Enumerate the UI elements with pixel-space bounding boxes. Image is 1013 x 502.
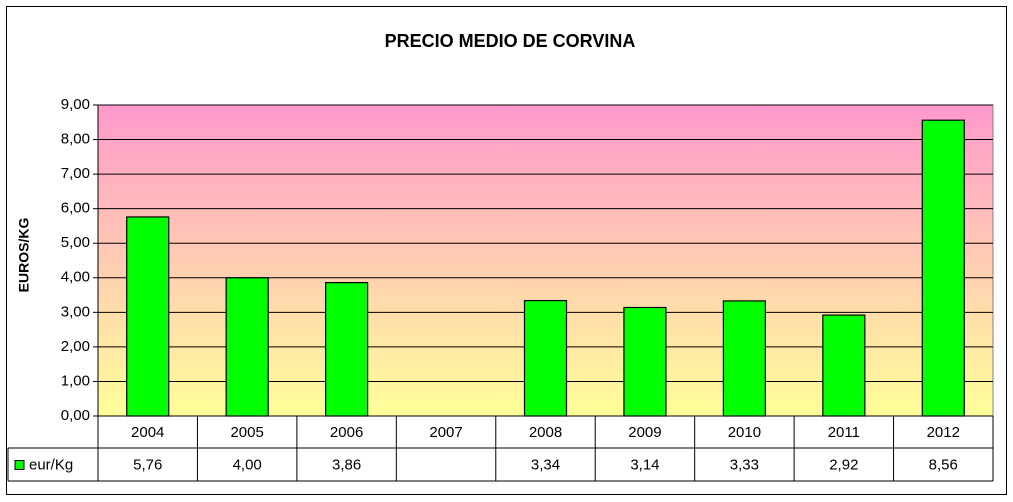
- x-tick-label: 2005: [230, 424, 263, 441]
- y-tick-label: 8,00: [61, 131, 90, 148]
- legend-swatch: [14, 460, 25, 470]
- bar: [623, 306, 667, 417]
- bar: [722, 300, 766, 417]
- y-tick-label: 9,00: [61, 96, 90, 113]
- y-tick-label: 0,00: [61, 407, 90, 424]
- x-tick-label: 2009: [628, 424, 661, 441]
- table-value: 5,76: [133, 456, 162, 473]
- legend-label: eur/Kg: [29, 456, 73, 473]
- table-value: 8,56: [929, 456, 958, 473]
- y-tick-label: 2,00: [61, 338, 90, 355]
- bar: [126, 216, 170, 417]
- bar: [822, 314, 866, 417]
- table-value: 3,34: [531, 456, 560, 473]
- bar: [921, 119, 965, 417]
- y-tick-label: 4,00: [61, 269, 90, 286]
- x-tick-label: 2004: [131, 424, 164, 441]
- x-tick-label: 2011: [828, 424, 860, 441]
- x-tick-label: 2012: [927, 424, 960, 441]
- y-tick-label: 6,00: [61, 200, 90, 217]
- bar: [225, 277, 269, 417]
- x-tick-label: 2008: [529, 424, 562, 441]
- y-tick-label: 7,00: [61, 165, 90, 182]
- bar: [523, 299, 568, 417]
- table-value: 3,14: [630, 456, 659, 473]
- table-value: 4,00: [233, 456, 262, 473]
- x-tick-label: 2007: [429, 424, 462, 441]
- table-value: 3,33: [730, 456, 759, 473]
- chart-title: PRECIO MEDIO DE CORVINA: [385, 31, 636, 51]
- y-tick-label: 5,00: [61, 234, 90, 251]
- y-axis-label: EUROS/KG: [16, 218, 32, 293]
- y-tick-label: 1,00: [61, 372, 90, 389]
- x-tick-label: 2010: [728, 424, 761, 441]
- table-value: 2,92: [829, 456, 858, 473]
- y-tick-label: 3,00: [61, 303, 90, 320]
- x-tick-label: 2006: [330, 424, 363, 441]
- bar: [325, 282, 369, 417]
- table-value: 3,86: [332, 456, 361, 473]
